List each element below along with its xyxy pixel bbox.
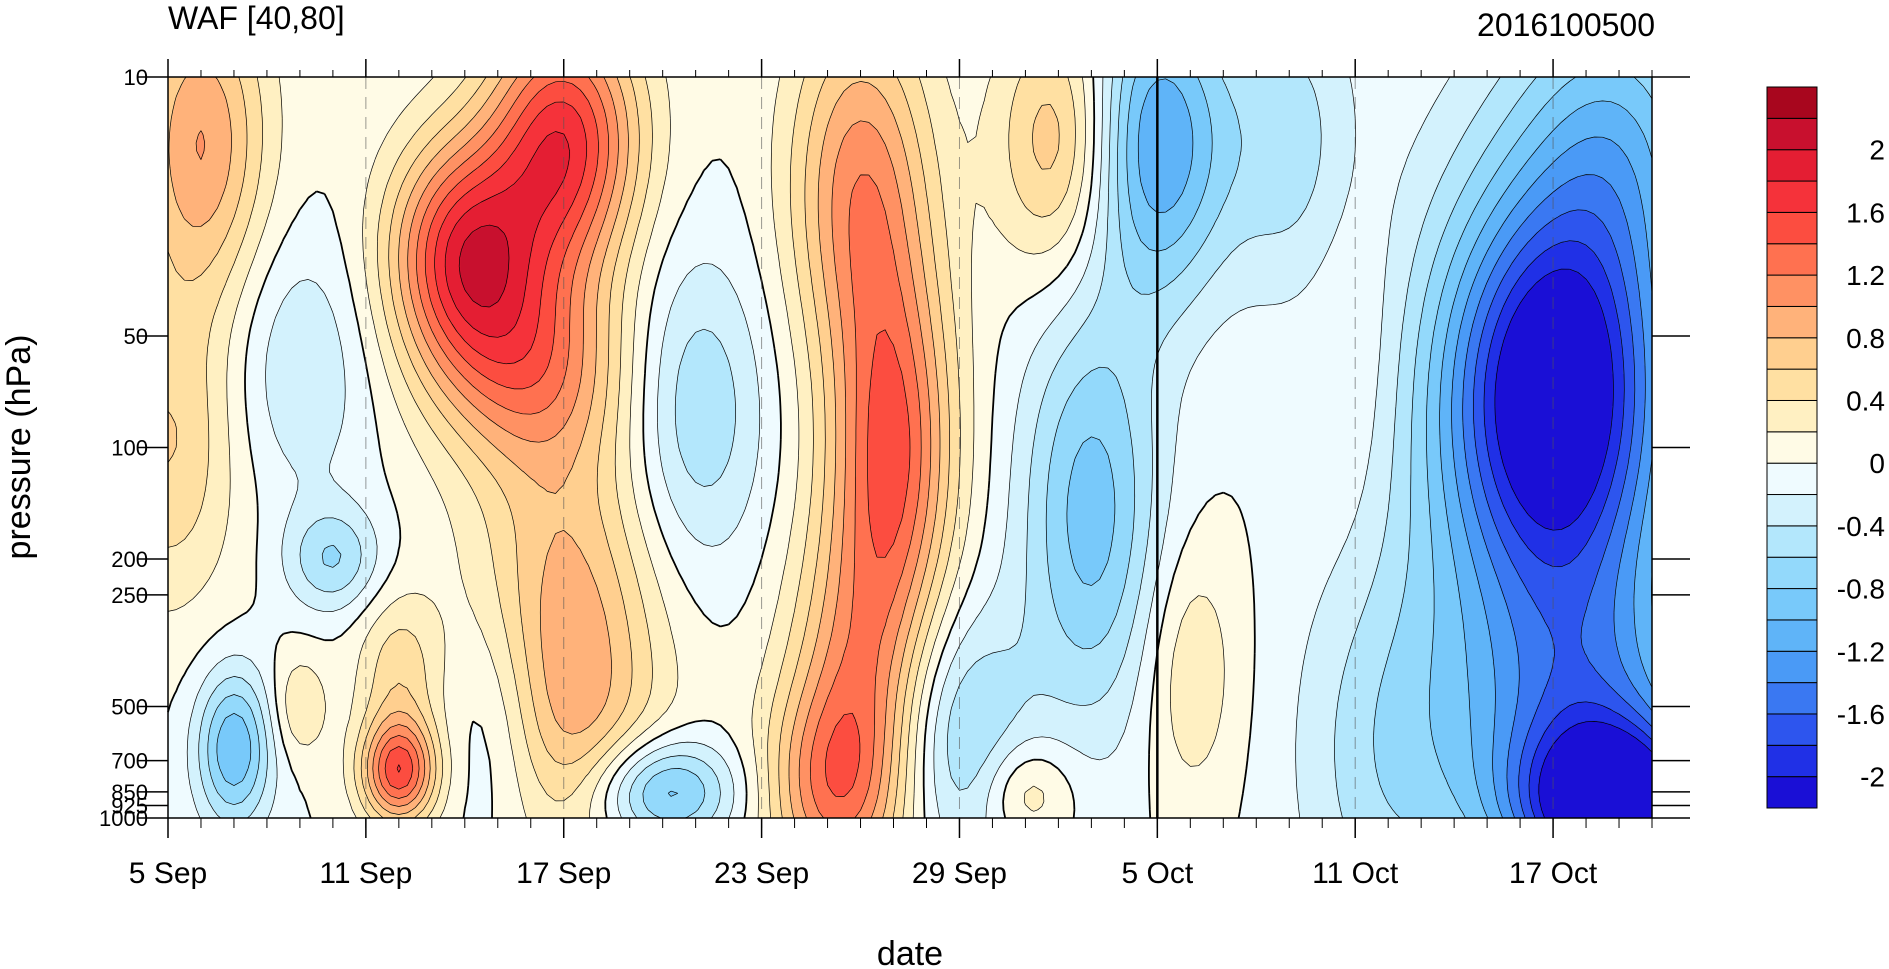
colorbar-label: -2 (1860, 762, 1885, 793)
colorbar-swatch (1766, 494, 1818, 527)
colorbar-swatch (1766, 744, 1818, 778)
colorbar-label: -1.2 (1837, 636, 1885, 667)
y-tick-label: 850 (111, 780, 148, 805)
colorbar-swatch (1766, 117, 1818, 151)
colorbar-swatch (1766, 431, 1818, 464)
colorbar-swatch (1766, 525, 1818, 558)
colorbar-label: 1.2 (1846, 260, 1885, 291)
colorbar-swatch (1766, 776, 1818, 809)
colorbar-swatch (1766, 682, 1818, 715)
x-tick-label: 23 Sep (714, 857, 809, 890)
contour-line (207, 76, 1537, 819)
contour-line (384, 80, 911, 797)
chart-title: WAF [40,80] (168, 0, 345, 36)
colorbar-label: 0.8 (1846, 323, 1885, 354)
y-tick-label: 10 (124, 65, 148, 90)
x-tick-label: 11 Sep (319, 857, 412, 890)
x-tick-label: 11 Oct (1312, 857, 1399, 890)
colorbar-label: 0 (1869, 448, 1885, 479)
contour-line (167, 76, 1060, 819)
x-axis-title: date (877, 935, 943, 969)
colorbar-swatch (1766, 588, 1818, 621)
colorbar-swatch (1766, 619, 1818, 652)
y-tick-label: 700 (111, 749, 148, 774)
colorbar-swatch (1766, 274, 1818, 307)
colorbar-swatch (1766, 462, 1818, 496)
contour-line (167, 76, 1256, 819)
colorbar-swatch (1766, 149, 1818, 182)
x-axis-ticks: 5 Sep 11 Sep 17 Sep 23 Sep 29 Sep 5 Oct 11 Oct… (129, 59, 1653, 890)
x-tick-label: 5 Sep (129, 857, 207, 890)
contour-line (378, 76, 922, 819)
y-tick-label: 500 (111, 694, 148, 719)
colorbar-swatch (1766, 86, 1818, 119)
contour-line (1137, 78, 1653, 819)
contour-line (458, 224, 510, 308)
contour-line (195, 76, 932, 819)
contour-line (444, 131, 570, 338)
y-tick-label: 1000 (99, 806, 148, 831)
y-tick-label: 200 (111, 547, 148, 572)
contour-line (1462, 174, 1653, 819)
colorbar-swatch (1766, 180, 1818, 213)
colorbar-label: 2 (1869, 135, 1885, 166)
contour-line (198, 76, 1501, 819)
y-tick-label: 50 (124, 324, 148, 349)
colorbar-swatch (1766, 368, 1818, 401)
contour-line (1473, 209, 1653, 819)
chart-timestamp: 2016100500 (1477, 7, 1655, 43)
colorbar-swatch (1766, 337, 1818, 370)
contour-line (396, 101, 588, 773)
colorbar-swatch (1766, 399, 1818, 433)
colorbar-swatch (1766, 305, 1818, 339)
y-tick-label: 100 (111, 436, 148, 461)
y-axis-title: pressure (hPa) (0, 335, 38, 560)
contour-line (216, 76, 1653, 819)
x-tick-label: 5 Oct (1121, 857, 1193, 890)
colorbar-swatch (1766, 713, 1818, 746)
y-tick-label: 250 (111, 583, 148, 608)
contour-line (167, 76, 1076, 819)
contour-line (1483, 240, 1653, 819)
colorbar-swatch (1766, 211, 1818, 245)
colorbar: 2 1.6 1.2 0.8 0.4 0 -0.4 -0.8 -1.2 -1.6 -2 (1766, 86, 1885, 809)
contour-field (167, 76, 1653, 819)
colorbar-swatch (1766, 650, 1818, 684)
colorbar-label: -0.4 (1837, 511, 1885, 542)
y-tick-label: 925 (111, 793, 148, 818)
colorbar-swatch (1766, 556, 1818, 590)
x-tick-label: 29 Sep (912, 857, 1007, 890)
contour-line (1451, 136, 1653, 819)
x-tick-label: 17 Sep (516, 857, 611, 890)
colorbar-swatch (1766, 243, 1818, 276)
colorbar-label: 1.6 (1846, 197, 1885, 228)
contour-line (168, 76, 941, 819)
colorbar-label: -1.6 (1837, 699, 1885, 730)
contour-line (167, 76, 1225, 819)
contour-line (1494, 268, 1653, 819)
colorbar-label: 0.4 (1846, 385, 1885, 416)
x-tick-label: 17 Oct (1509, 857, 1598, 890)
contour-line (186, 76, 1451, 819)
colorbar-label: -0.8 (1837, 574, 1885, 605)
